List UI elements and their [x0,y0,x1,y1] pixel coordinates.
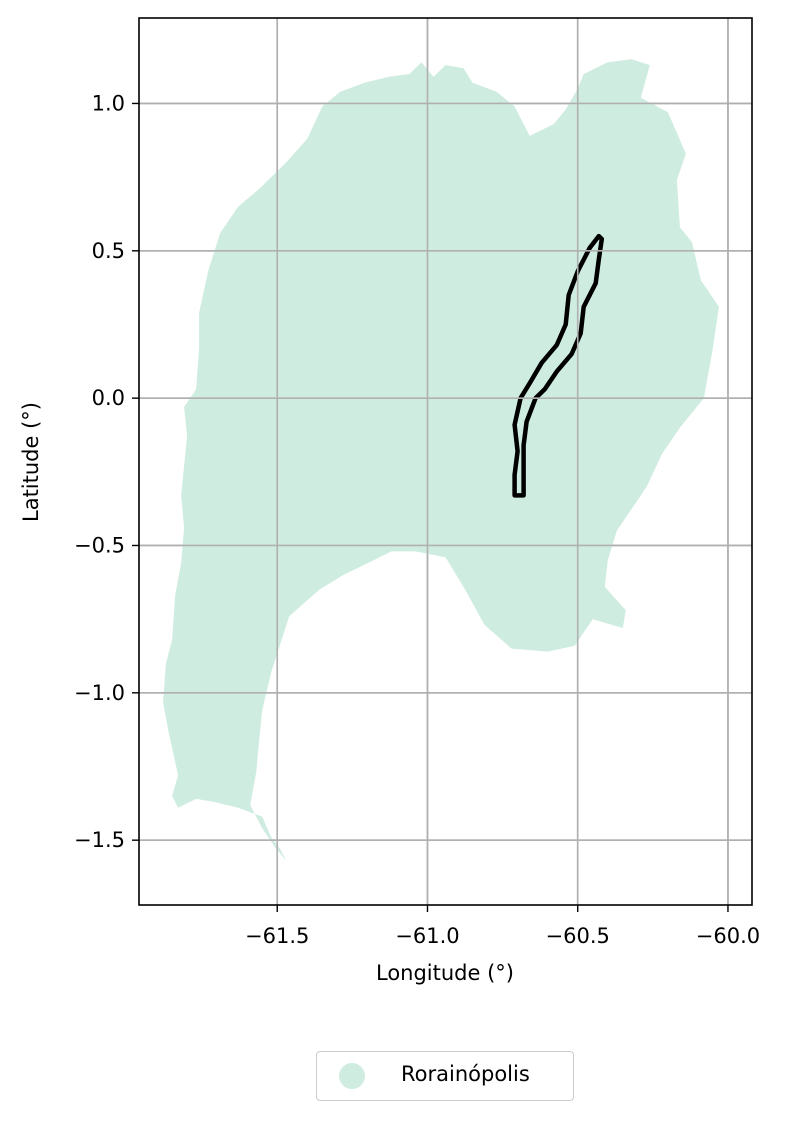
y-tick-label: 0.0 [92,386,125,410]
y-tick-label: −0.5 [74,533,125,557]
y-axis-label: Latitude (°) [19,402,43,522]
x-tick-label: −61.0 [395,924,459,948]
legend: Rorainópolis [316,1051,574,1101]
legend-label-rorainopolis: Rorainópolis [401,1062,530,1086]
y-tick-label: −1.0 [74,681,125,705]
y-tick-label: 1.0 [92,91,125,115]
tick-layer: −61.5 −61.0 −60.5 −60.0 1.0 0.5 0.0 −0.5 −1.0 −1.… [74,91,760,948]
y-tick-label: −1.5 [74,828,125,852]
highlight-outline-0 [512,233,605,498]
x-tick-label: −60.0 [696,924,760,948]
y-tick-label: 0.5 [92,239,125,263]
x-tick-label: −60.5 [546,924,610,948]
x-axis-label: Longitude (°) [376,961,514,985]
region-rorainopolis [163,59,719,861]
x-tick-label: −61.5 [245,924,309,948]
legend-swatch-rorainopolis [339,1063,365,1089]
gridline-overlay [139,18,752,905]
region-layer [163,59,719,861]
highlight-outline-layer [512,233,605,498]
plot-frame [138,17,753,906]
